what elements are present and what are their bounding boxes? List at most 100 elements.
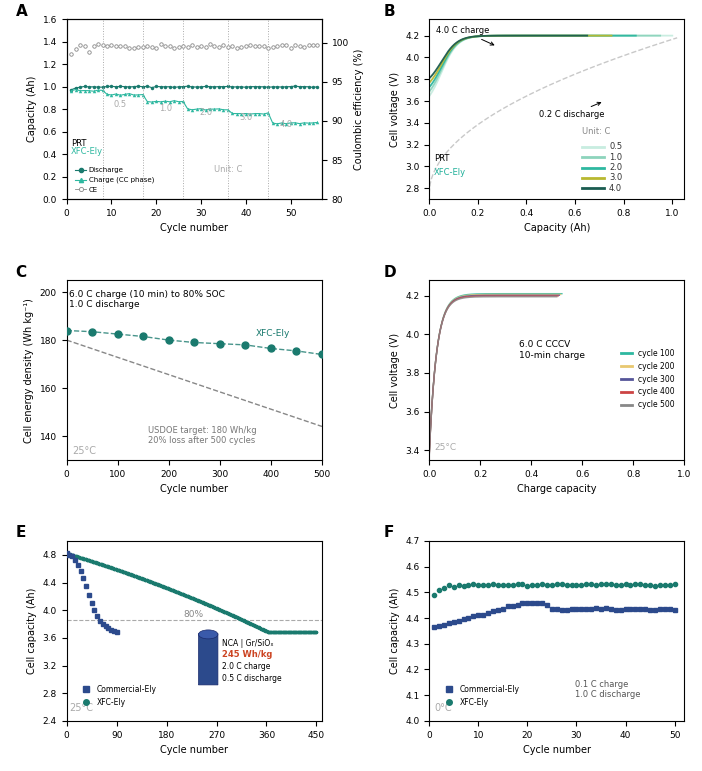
XFC-Ely [582, 579, 590, 588]
Text: XFC-Ely: XFC-Ely [256, 329, 290, 338]
cycle 300 [543, 291, 551, 300]
Commercial-Ely [63, 549, 72, 558]
Commercial-Ely [641, 604, 649, 614]
Text: 1.0: 1.0 [609, 153, 622, 162]
XFC-Ely [626, 581, 635, 590]
Commercial-Ely [439, 621, 448, 630]
Y-axis label: Cell voltage (V): Cell voltage (V) [390, 332, 399, 408]
Text: 4.0: 4.0 [279, 120, 293, 130]
Commercial-Ely [626, 604, 635, 614]
Ellipse shape [199, 630, 218, 639]
cycle 500 [425, 453, 433, 462]
Commercial-Ely [597, 604, 605, 614]
Text: 80%: 80% [183, 611, 204, 619]
XFC-Ely [204, 600, 212, 609]
XFC-Ely [444, 581, 453, 590]
Commercial-Ely [77, 567, 85, 576]
Text: 0.1 C charge
1.0 C discharge: 0.1 C charge 1.0 C discharge [575, 680, 640, 699]
Line: cycle 200: cycle 200 [429, 295, 561, 455]
cycle 100 [557, 289, 566, 298]
Commercial-Ely [611, 605, 620, 614]
XFC-Ely [646, 580, 654, 589]
X-axis label: Cycle number: Cycle number [160, 484, 228, 494]
Commercial-Ely [592, 604, 600, 613]
Commercial-Ely [646, 605, 654, 614]
Commercial-Ely [82, 581, 91, 591]
XFC-Ely [636, 580, 644, 589]
Text: PRT: PRT [71, 140, 86, 148]
Commercial-Ely [518, 599, 526, 608]
XFC-Ely [557, 580, 566, 589]
XFC-Ely [459, 581, 468, 591]
cycle 200 [536, 290, 544, 299]
cycle 500 [533, 292, 541, 301]
cycle 100 [506, 289, 515, 298]
Commercial-Ely [449, 618, 458, 627]
cycle 500 [501, 292, 510, 301]
Y-axis label: Cell capacity (Ah): Cell capacity (Ah) [390, 588, 399, 674]
XFC-Ely [548, 580, 556, 589]
cycle 200 [503, 290, 512, 299]
Commercial-Ely [656, 604, 664, 614]
Text: D: D [383, 264, 396, 280]
Commercial-Ely [616, 605, 625, 614]
Commercial-Ely [508, 601, 517, 611]
Text: 3.0: 3.0 [239, 113, 253, 123]
cycle 500 [425, 443, 434, 453]
Line: cycle 300: cycle 300 [429, 295, 559, 456]
XFC-Ely [538, 580, 546, 589]
Text: Unit: C: Unit: C [215, 165, 243, 174]
Commercial-Ely [484, 609, 492, 618]
Commercial-Ely [661, 604, 669, 613]
cycle 500 [541, 292, 549, 301]
X-axis label: Capacity (Ah): Capacity (Ah) [524, 224, 590, 234]
XFC-Ely [523, 581, 531, 591]
Commercial-Ely [489, 607, 497, 616]
Text: 0.2 C discharge: 0.2 C discharge [538, 103, 604, 120]
Commercial-Ely [577, 604, 585, 614]
X-axis label: Cycle number: Cycle number [160, 224, 228, 234]
XFC-Ely [265, 628, 274, 637]
XFC-Ely [464, 581, 472, 590]
Text: F: F [383, 525, 394, 540]
cycle 400 [501, 291, 510, 301]
cycle 300 [502, 291, 510, 300]
cycle 400 [504, 291, 512, 301]
Text: PRT: PRT [434, 154, 449, 163]
Line: cycle 500: cycle 500 [429, 297, 557, 457]
Commercial-Ely [607, 604, 615, 614]
XFC-Ely [661, 581, 669, 590]
cycle 300 [555, 291, 564, 300]
Line: XFC-Ely: XFC-Ely [432, 581, 677, 597]
XFC-Ely [528, 580, 536, 589]
Commercial-Ely [528, 598, 536, 608]
Text: B: B [383, 4, 395, 19]
XFC-Ely [309, 628, 317, 637]
cycle 300 [535, 291, 543, 300]
Text: 6.0 C charge (10 min) to 80% SOC: 6.0 C charge (10 min) to 80% SOC [69, 290, 225, 299]
cycle 200 [503, 290, 511, 299]
Line: Commercial-Ely: Commercial-Ely [65, 551, 119, 635]
Text: 2.0 C charge: 2.0 C charge [223, 662, 271, 672]
XFC-Ely [303, 628, 311, 637]
Commercial-Ely [435, 621, 443, 630]
Legend: Commercial-Ely, XFC-Ely: Commercial-Ely, XFC-Ely [76, 682, 160, 710]
Commercial-Ely [543, 601, 551, 610]
Commercial-Ely [464, 613, 472, 622]
Commercial-Ely [548, 604, 556, 614]
Commercial-Ely [101, 621, 110, 631]
Legend: cycle 100, cycle 200, cycle 300, cycle 400, cycle 500: cycle 100, cycle 200, cycle 300, cycle 4… [618, 346, 678, 412]
Text: 2.0: 2.0 [199, 108, 212, 117]
Text: 25°C: 25°C [69, 702, 93, 712]
XFC-Ely [474, 580, 482, 589]
Commercial-Ely [68, 551, 77, 561]
Text: 0.5 C discharge: 0.5 C discharge [223, 674, 282, 683]
Text: USDOE target: 180 Wh/kg
20% loss after 500 cycles: USDOE target: 180 Wh/kg 20% loss after 5… [147, 426, 256, 445]
Text: 1.0 C discharge: 1.0 C discharge [69, 299, 140, 308]
Commercial-Ely [494, 605, 502, 614]
XFC-Ely [449, 582, 458, 591]
Text: XFC-Ely: XFC-Ely [71, 147, 103, 157]
XFC-Ely [656, 581, 664, 590]
Legend: Commercial-Ely, XFC-Ely: Commercial-Ely, XFC-Ely [438, 682, 522, 710]
XFC-Ely [567, 581, 576, 590]
